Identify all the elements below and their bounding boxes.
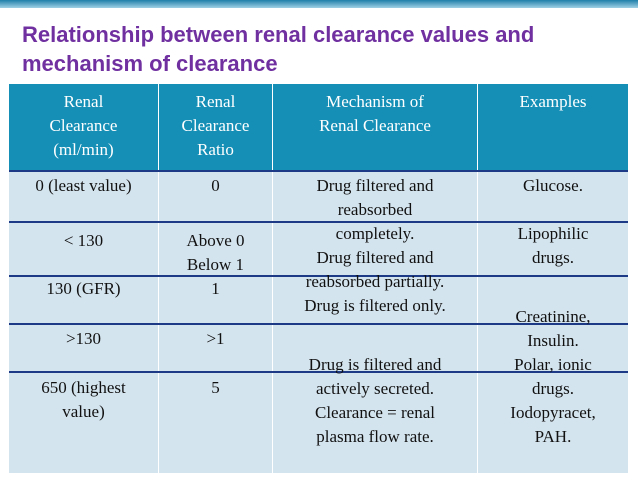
cell-clearance: < 130 (63, 231, 104, 250)
cell-mechanism: Drug is filtered and actively secreted. … (308, 355, 442, 446)
cell-ratio: >1 (206, 329, 225, 348)
header-clearance-ratio: Renal Clearance Ratio (181, 92, 250, 159)
header-mechanism: Mechanism of Renal Clearance (319, 92, 431, 135)
cell-clearance: 0 (least value) (35, 176, 132, 195)
cell-examples: Lipophilic drugs. (517, 224, 589, 267)
slide-title: Relationship between renal clearance val… (22, 22, 535, 76)
clearance-table: Renal Clearance (ml/min) Renal Clearance… (9, 84, 628, 473)
cell-mechanism: Drug is filtered only. (304, 296, 446, 315)
header-examples: Examples (519, 92, 587, 111)
row-divider (9, 371, 628, 373)
table-body (9, 170, 628, 473)
cell-mechanism: Drug filtered and reabsorbed completely. (316, 176, 434, 243)
header-renal-clearance: Renal Clearance (ml/min) (49, 92, 118, 159)
cell-ratio: 1 (211, 279, 220, 298)
cell-examples: Glucose. (523, 176, 583, 195)
cell-examples: Creatinine, Insulin. (515, 307, 591, 350)
cell-examples: Polar, ionic drugs. Iodopyracet, PAH. (510, 355, 596, 446)
cell-clearance: 130 (GFR) (46, 279, 121, 298)
cell-ratio: 5 (211, 378, 220, 397)
cell-clearance: >130 (65, 329, 102, 348)
top-accent-band (0, 0, 638, 8)
row-divider (9, 170, 628, 172)
row-divider (9, 275, 628, 277)
column-divider (158, 84, 159, 473)
cell-clearance: 650 (highest value) (41, 378, 126, 421)
cell-mechanism: Drug filtered and reabsorbed partially. (305, 248, 445, 291)
table-header-row (9, 84, 628, 170)
row-divider (9, 323, 628, 325)
column-divider (477, 84, 478, 473)
row-divider (9, 221, 628, 223)
cell-ratio: 0 (211, 176, 220, 195)
cell-ratio: Above 0 Below 1 (186, 231, 245, 274)
column-divider (272, 84, 273, 473)
